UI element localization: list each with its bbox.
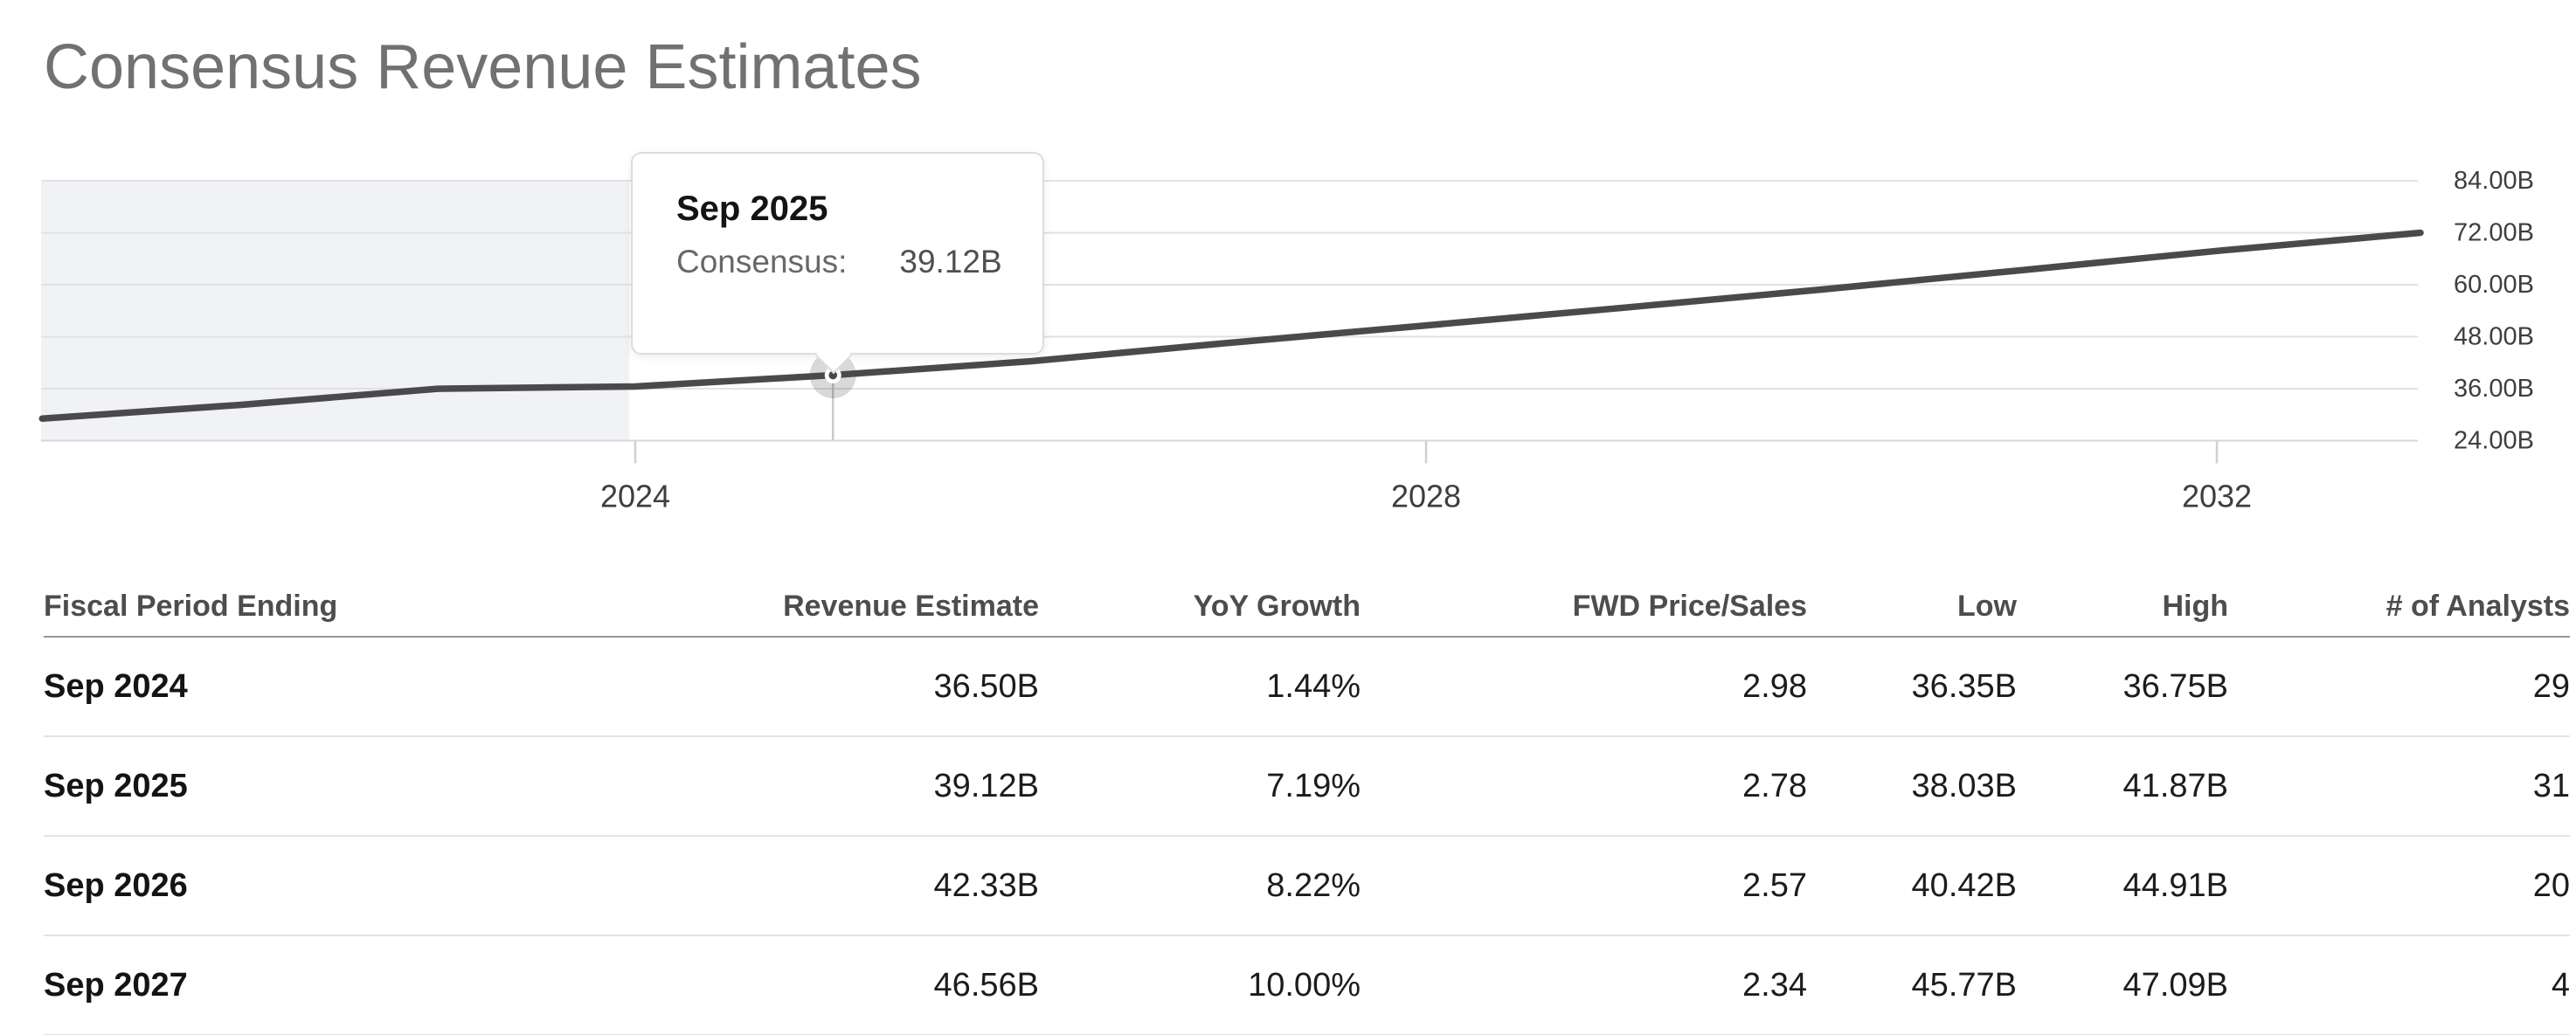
value-cell: 4 — [2228, 935, 2570, 1035]
historical-region — [41, 181, 630, 441]
value-cell: 20 — [2228, 836, 2570, 936]
revenue-estimates-chart[interactable]: 84.00B 72.00B 60.00B 48.00B 36.00B 24.00B 2024… — [0, 0, 2576, 559]
table-row: Sep 2027 46.56B 10.00% 2.34 45.77B 47.09B 4 — [44, 935, 2570, 1035]
y-axis-label: 60.00B — [2454, 271, 2534, 299]
value-cell: 38.03B — [1807, 736, 2017, 837]
value-cell: 41.87B — [2017, 736, 2228, 837]
x-axis-label: 2024 — [600, 479, 670, 514]
value-cell: 39.12B — [612, 736, 1039, 837]
tooltip-label: Consensus: — [676, 244, 848, 279]
page-title: Consensus Revenue Estimates — [44, 32, 922, 102]
consensus-line-series[interactable] — [38, 229, 2424, 422]
value-cell: 2.78 — [1361, 736, 1807, 837]
value-cell: 36.75B — [2017, 637, 2228, 737]
table-header: Fiscal Period Ending Revenue Estimate YoY … — [44, 576, 2570, 638]
table-row: Sep 2026 42.33B 8.22% 2.57 40.42B 44.91B 20 — [44, 836, 2570, 936]
value-cell: 44.91B — [2017, 836, 2228, 936]
table-body: Sep 2024 36.50B 1.44% 2.98 36.35B 36.75B 29 Sep… — [44, 637, 2570, 1035]
column-header-fiscal-period-ending: Fiscal Period Ending — [44, 576, 612, 638]
y-axis-label: 72.00B — [2454, 219, 2534, 247]
column-header-revenue-estimate: Revenue Estimate — [612, 576, 1039, 638]
value-cell: 8.22% — [1039, 836, 1361, 936]
value-cell: 36.35B — [1807, 637, 2017, 737]
value-cell: 45.77B — [1807, 935, 2017, 1035]
y-axis-label: 24.00B — [2454, 427, 2534, 455]
fiscal-period-cell: Sep 2025 — [44, 736, 612, 837]
x-axis-label: 2032 — [2182, 479, 2252, 514]
value-cell: 47.09B — [2017, 935, 2228, 1035]
fiscal-period-cell: Sep 2024 — [44, 637, 612, 737]
fiscal-period-cell: Sep 2026 — [44, 836, 612, 936]
x-axis-label: 2028 — [1391, 479, 1461, 514]
y-axis-label: 48.00B — [2454, 323, 2534, 351]
table-header-row: Fiscal Period Ending Revenue Estimate YoY … — [44, 576, 2570, 638]
column-header-yoy-growth: YoY Growth — [1039, 576, 1361, 638]
value-cell: 2.57 — [1361, 836, 1807, 936]
column-header-fwd-price-sales: FWD Price/Sales — [1361, 576, 1807, 638]
value-cell: 2.98 — [1361, 637, 1807, 737]
tooltip-consensus-row: Consensus: 39.12B — [676, 243, 1042, 281]
fiscal-period-cell: Sep 2027 — [44, 935, 612, 1035]
table-row: Sep 2025 39.12B 7.19% 2.78 38.03B 41.87B 31 — [44, 736, 2570, 837]
value-cell: 7.19% — [1039, 736, 1361, 837]
column-header--of-analysts: # of Analysts — [2228, 576, 2570, 638]
tooltip-value: 39.12B — [899, 244, 1002, 279]
value-cell: 31 — [2228, 736, 2570, 837]
estimates-table: Fiscal Period Ending Revenue Estimate YoY … — [44, 576, 2570, 1035]
marker-dot[interactable] — [828, 370, 838, 380]
value-cell: 2.34 — [1361, 935, 1807, 1035]
value-cell: 40.42B — [1807, 836, 2017, 936]
value-cell: 10.00% — [1039, 935, 1361, 1035]
column-header-high: High — [2017, 576, 2228, 638]
value-cell: 36.50B — [612, 637, 1039, 737]
value-cell: 29 — [2228, 637, 2570, 737]
value-cell: 46.56B — [612, 935, 1039, 1035]
value-cell: 1.44% — [1039, 637, 1361, 737]
y-axis-label: 84.00B — [2454, 167, 2534, 195]
column-header-low: Low — [1807, 576, 2017, 638]
y-axis-label: 36.00B — [2454, 375, 2534, 403]
value-cell: 42.33B — [612, 836, 1039, 936]
tooltip-period: Sep 2025 — [676, 190, 828, 228]
chart-tooltip: Sep 2025 Consensus: 39.12B — [631, 152, 1044, 375]
table-row: Sep 2024 36.50B 1.44% 2.98 36.35B 36.75B 29 — [44, 637, 2570, 737]
